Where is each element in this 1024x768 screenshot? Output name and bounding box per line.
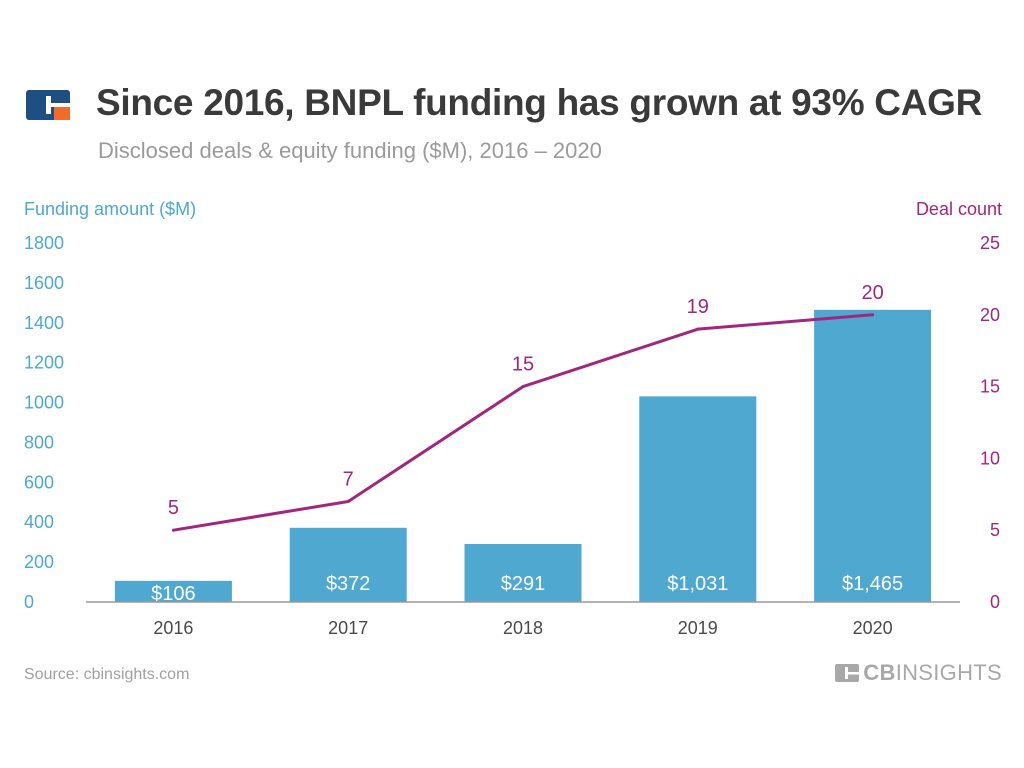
bar-value-label: $1,031 [667,573,728,595]
right-tick-label: 5 [990,520,1000,540]
right-tick-label: 0 [990,592,1000,612]
chart-subtitle: Disclosed deals & equity funding ($M), 2… [98,138,602,163]
line-point [521,385,525,389]
left-tick-label: 1800 [24,233,64,253]
bar-value-label: $106 [151,583,196,605]
x-tick-label: 2019 [678,618,718,638]
right-tick-label: 15 [980,377,1000,397]
line-point [171,528,175,532]
brand-rest: INSIGHTS [895,660,1002,685]
right-axis-ticks: 0 5 10 15 20 25 [980,233,1000,612]
right-tick-label: 25 [980,233,1000,253]
line-point [871,313,875,317]
bar-value-label: $1,465 [842,573,903,595]
chart-title: Since 2016, BNPL funding has grown at 93… [96,82,983,123]
bar [639,396,757,602]
line-value-label: 7 [343,468,354,490]
brand-name: CBINSIGHTS [863,660,1002,686]
right-tick-label: 20 [980,305,1000,325]
line-value-label: 19 [687,296,709,318]
x-tick-label: 2020 [853,618,893,638]
line-point [696,327,700,331]
left-tick-label: 1000 [24,393,64,413]
left-tick-label: 0 [24,592,34,612]
brand-logo: CBINSIGHTS [835,660,1002,686]
right-tick-label: 10 [980,448,1000,468]
x-tick-label: 2018 [503,618,543,638]
bar [289,527,407,602]
source-note: Source: cbinsights.com [24,666,190,683]
left-tick-label: 400 [24,512,54,532]
bar-value-label: $291 [501,573,546,595]
left-tick-label: 200 [24,552,54,572]
bar [114,580,232,602]
left-tick-label: 600 [24,472,54,492]
x-tick-label: 2017 [328,618,368,638]
x-tick-label: 2016 [153,618,193,638]
right-axis-title: Deal count [915,199,1002,219]
cb-mark-icon [835,664,860,682]
bar [464,543,582,602]
line-value-label: 20 [861,282,883,304]
cb-insights-logo [26,90,70,120]
line-value-label: 15 [512,354,534,376]
line-labels: 5 7 15 19 20 [168,282,884,519]
left-axis-ticks: 0 200 400 600 800 1000 1200 1400 1600 1800 [24,233,64,612]
bar-series [114,309,932,602]
line-point [346,499,350,503]
left-tick-label: 1200 [24,353,64,373]
left-axis-title: Funding amount ($M) [24,199,197,219]
left-tick-label: 1600 [24,273,64,293]
bar [814,309,932,602]
bar-value-label: $372 [326,573,371,595]
line-series [171,313,875,532]
bar-labels: $106 $372 $291 $1,031 $1,465 [151,573,903,605]
brand-bold: CB [863,660,896,685]
left-tick-label: 800 [24,432,54,452]
left-tick-label: 1400 [24,313,64,333]
x-axis-ticks: 2016 2017 2018 2019 2020 [153,618,892,638]
line-value-label: 5 [168,497,179,519]
deal-count-line [173,313,873,532]
